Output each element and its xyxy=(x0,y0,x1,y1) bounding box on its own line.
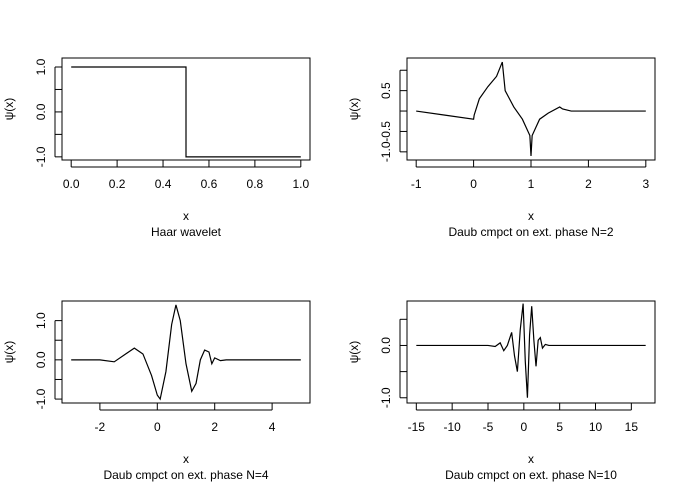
x-tick-label: -1 xyxy=(411,177,422,191)
x-tick-label: 0.4 xyxy=(155,177,172,191)
x-axis-label: x xyxy=(183,452,189,466)
x-tick-label: -15 xyxy=(408,420,426,434)
x-tick-label: 4 xyxy=(269,420,276,434)
x-tick-label: 0 xyxy=(470,177,477,191)
y-axis-label: ψ(x) xyxy=(347,341,361,364)
y-tick-label: 0.0 xyxy=(34,351,48,368)
x-tick-label: 15 xyxy=(625,420,639,434)
x-tick-label: 1.0 xyxy=(292,177,309,191)
y-tick-label: -1.0 xyxy=(379,141,393,162)
x-tick-label: 0.2 xyxy=(109,177,126,191)
x-tick-label: 0.8 xyxy=(247,177,264,191)
plot-frame xyxy=(61,300,311,404)
x-tick-label: 0 xyxy=(520,420,527,434)
y-axis-label: ψ(x) xyxy=(2,98,16,121)
y-tick-label: -1.0 xyxy=(34,146,48,167)
x-tick-label: 0.6 xyxy=(201,177,218,191)
plot-frame xyxy=(406,57,656,161)
x-tick-label: -5 xyxy=(483,420,494,434)
y-tick-label: -0.5 xyxy=(379,121,393,142)
x-axis-label: x xyxy=(528,209,534,223)
subtitle: Daub cmpct on ext. phase N=2 xyxy=(448,225,613,239)
y-tick-label: 0.0 xyxy=(379,337,393,354)
x-tick-label: -10 xyxy=(443,420,461,434)
x-tick-label: 0 xyxy=(154,420,161,434)
x-tick-label: 3 xyxy=(642,177,649,191)
data-line xyxy=(71,304,301,401)
data-line xyxy=(416,303,646,398)
y-axis-label: ψ(x) xyxy=(2,341,16,364)
subtitle: Daub cmpct on ext. phase N=10 xyxy=(445,468,617,482)
x-tick-label: -2 xyxy=(95,420,106,434)
y-tick-label: 0.0 xyxy=(34,103,48,120)
y-tick-label: 0.5 xyxy=(379,82,393,99)
x-tick-label: 2 xyxy=(585,177,592,191)
x-tick-label: 0.0 xyxy=(63,177,80,191)
y-axis-label: ψ(x) xyxy=(347,98,361,121)
y-tick-label: 1.0 xyxy=(34,58,48,75)
data-line xyxy=(416,61,646,156)
subtitle: Daub cmpct on ext. phase N=4 xyxy=(103,468,268,482)
subtitle: Haar wavelet xyxy=(151,225,222,239)
x-tick-label: 1 xyxy=(528,177,535,191)
y-tick-label: -1.0 xyxy=(34,388,48,409)
x-tick-label: 5 xyxy=(556,420,563,434)
plot-frame xyxy=(406,300,656,404)
plot-frame xyxy=(61,57,311,161)
x-tick-label: 10 xyxy=(589,420,603,434)
y-tick-label: -1.0 xyxy=(379,387,393,408)
x-tick-label: 2 xyxy=(211,420,218,434)
x-axis-label: x xyxy=(183,209,189,223)
x-axis-label: x xyxy=(528,452,534,466)
data-line xyxy=(71,66,301,158)
y-tick-label: 1.0 xyxy=(34,312,48,329)
